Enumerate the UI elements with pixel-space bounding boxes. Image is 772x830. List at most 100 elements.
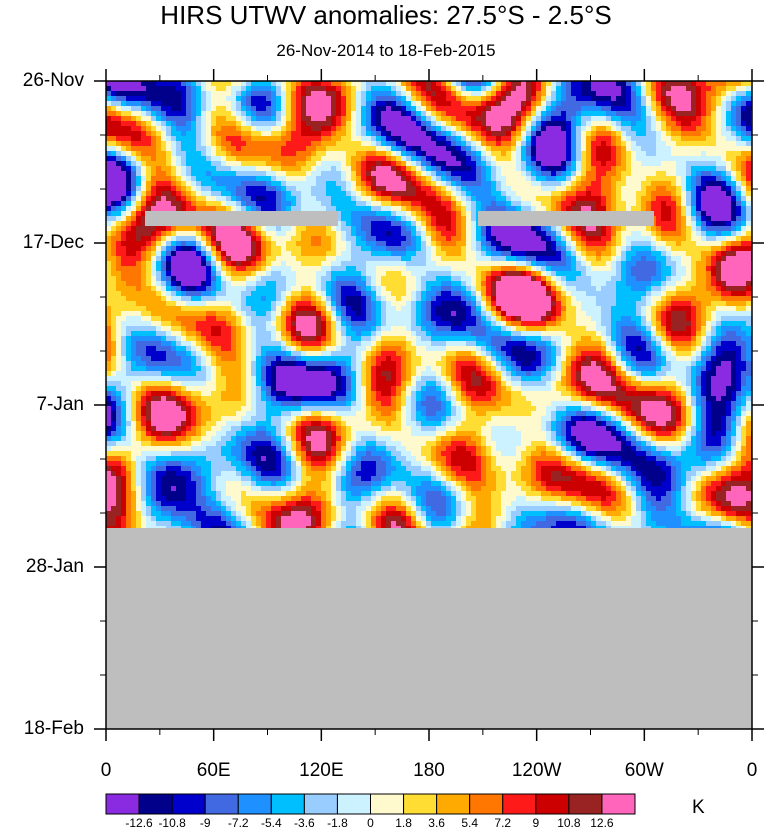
anomaly-cell [646, 91, 652, 97]
anomaly-cell [721, 146, 727, 152]
anomaly-cell [286, 246, 292, 252]
anomaly-cell [706, 81, 712, 87]
anomaly-cell [511, 176, 517, 182]
anomaly-cell [231, 91, 237, 97]
anomaly-cell [536, 181, 542, 187]
anomaly-cell [666, 196, 672, 202]
anomaly-cell [726, 91, 732, 97]
anomaly-cell [646, 201, 652, 207]
anomaly-cell [741, 181, 747, 187]
anomaly-cell [206, 176, 212, 182]
anomaly-cell [696, 261, 702, 267]
anomaly-cell [656, 236, 662, 242]
anomaly-cell [146, 186, 152, 192]
anomaly-cell [661, 96, 667, 102]
anomaly-cell [106, 176, 112, 182]
anomaly-cell [496, 181, 502, 187]
anomaly-cell [671, 81, 677, 87]
anomaly-cell [591, 166, 597, 172]
anomaly-cell [501, 166, 507, 172]
anomaly-cell [196, 271, 202, 277]
anomaly-cell [606, 126, 612, 132]
anomaly-cell [656, 131, 662, 137]
anomaly-cell [456, 121, 462, 127]
anomaly-cell [241, 226, 247, 232]
anomaly-cell [276, 91, 282, 97]
anomaly-cell [261, 201, 267, 207]
anomaly-cell [221, 191, 227, 197]
anomaly-cell [531, 181, 537, 187]
anomaly-cell [541, 106, 547, 112]
anomaly-cell [431, 141, 437, 147]
anomaly-cell [166, 131, 172, 137]
anomaly-cell [211, 246, 217, 252]
anomaly-cell [616, 201, 622, 207]
anomaly-cell [666, 121, 672, 127]
anomaly-cell [156, 241, 162, 247]
anomaly-cell [351, 141, 357, 147]
anomaly-cell [526, 181, 532, 187]
anomaly-cell [651, 81, 657, 87]
anomaly-cell [381, 256, 387, 262]
anomaly-cell [226, 131, 232, 137]
anomaly-cell [651, 111, 657, 117]
anomaly-cell [596, 131, 602, 137]
anomaly-cell [401, 131, 407, 137]
anomaly-cell [206, 161, 212, 167]
anomaly-cell [351, 216, 357, 222]
anomaly-cell [616, 106, 622, 112]
anomaly-cell [701, 211, 707, 217]
anomaly-cell [161, 236, 167, 242]
anomaly-cell [271, 126, 277, 132]
anomaly-cell [146, 91, 152, 97]
anomaly-cell [276, 101, 282, 107]
anomaly-cell [351, 186, 357, 192]
anomaly-cell [361, 246, 367, 252]
anomaly-cell [566, 96, 572, 102]
anomaly-cell [406, 231, 412, 237]
anomaly-cell [631, 161, 637, 167]
anomaly-cell [641, 226, 647, 232]
anomaly-cell [721, 196, 727, 202]
anomaly-cell [551, 256, 557, 262]
anomaly-cell [421, 211, 427, 217]
anomaly-cell [731, 151, 737, 157]
anomaly-cell [346, 146, 352, 152]
anomaly-cell [246, 141, 252, 147]
anomaly-cell [661, 141, 667, 147]
anomaly-cell [441, 86, 447, 92]
anomaly-cell [646, 146, 652, 152]
anomaly-cell [246, 226, 252, 232]
anomaly-cell [296, 116, 302, 122]
anomaly-cell [366, 171, 372, 177]
anomaly-cell [451, 156, 457, 162]
anomaly-cell [591, 96, 597, 102]
anomaly-cell [616, 96, 622, 102]
anomaly-cell [426, 91, 432, 97]
anomaly-cell [506, 171, 512, 177]
anomaly-cell [531, 111, 537, 117]
anomaly-cell [166, 261, 172, 267]
anomaly-cell [356, 226, 362, 232]
anomaly-cell [446, 221, 452, 227]
anomaly-cell [361, 231, 367, 237]
anomaly-cell [551, 146, 557, 152]
anomaly-cell [191, 271, 197, 277]
anomaly-cell [601, 146, 607, 152]
anomaly-cell [616, 256, 622, 262]
anomaly-cell [476, 171, 482, 177]
anomaly-cell [281, 171, 287, 177]
anomaly-cell [446, 246, 452, 252]
anomaly-cell [541, 191, 547, 197]
anomaly-cell [211, 131, 217, 137]
anomaly-cell [611, 236, 617, 242]
anomaly-cell [701, 146, 707, 152]
anomaly-cell [351, 96, 357, 102]
anomaly-cell [471, 251, 477, 257]
anomaly-cell [541, 226, 547, 232]
anomaly-cell [186, 231, 192, 237]
anomaly-cell [501, 246, 507, 252]
anomaly-cell [686, 211, 692, 217]
anomaly-cell [436, 201, 442, 207]
anomaly-cell [516, 166, 522, 172]
